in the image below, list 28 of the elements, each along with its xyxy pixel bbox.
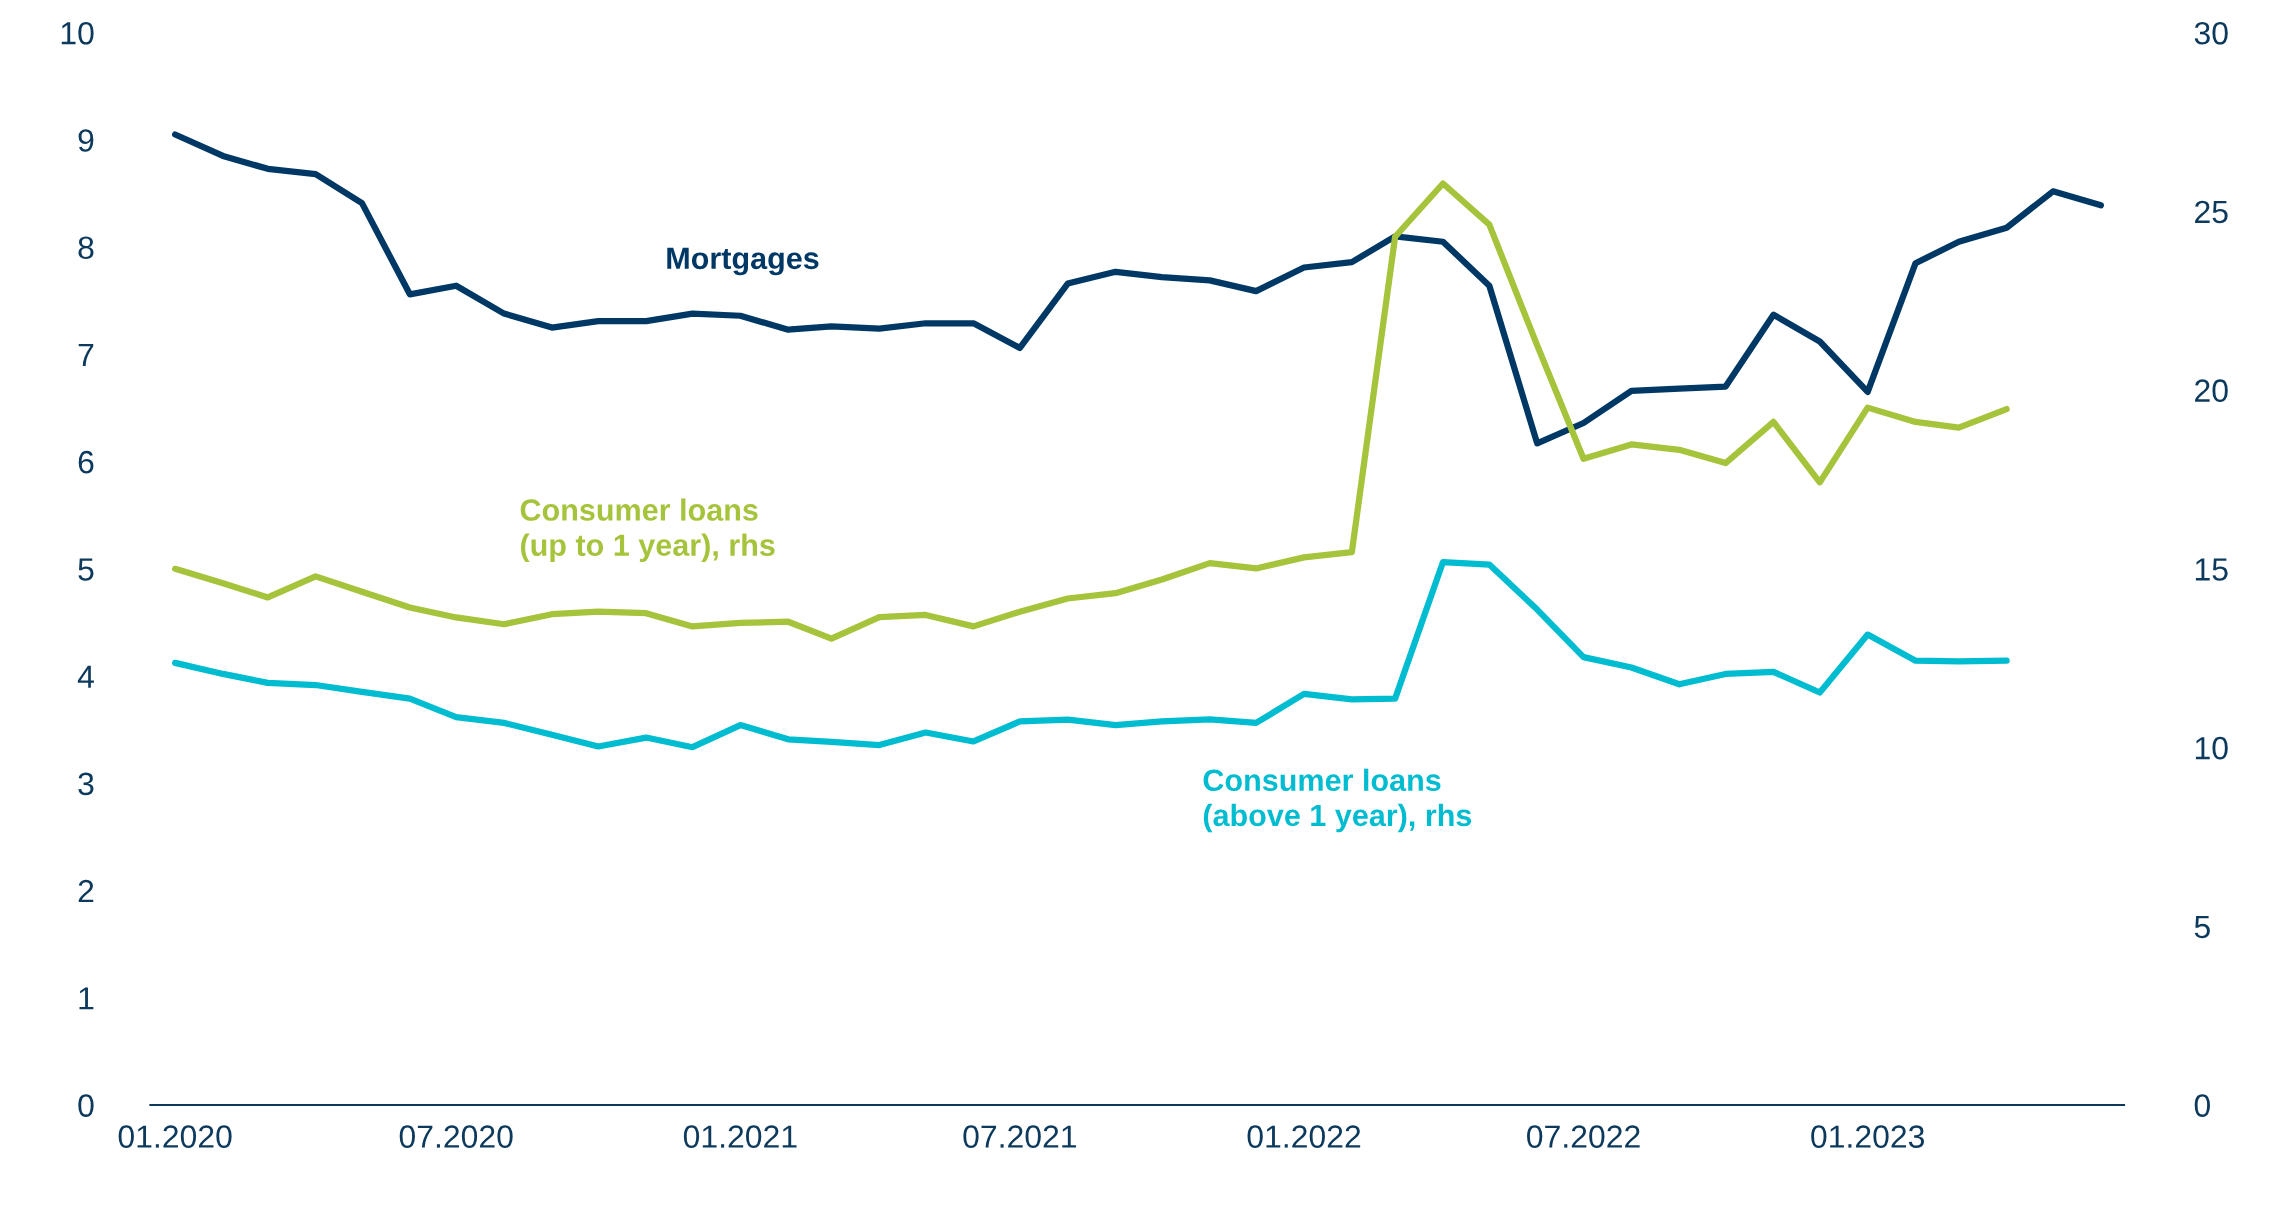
x-tick-label: 07.2022 — [1527, 1125, 1640, 1148]
x-tick-label: 01.2021 — [683, 1125, 797, 1148]
y-tick-label: 1 — [79, 987, 94, 1010]
y-tick-label: 10 — [61, 21, 94, 45]
x-tick-label: 01.2020 — [118, 1125, 232, 1148]
y-tick-label: 3 — [78, 772, 94, 796]
x-tick-label: 01.2023 — [1811, 1125, 1925, 1148]
y-tick-label: 4 — [77, 665, 94, 688]
series-label: Consumer loans (above 1 year), rhs — [1203, 768, 1472, 833]
y2-tick-label: 10 — [2195, 736, 2228, 760]
y2-tick-label: 5 — [2194, 915, 2210, 939]
y2-tick-label: 20 — [2195, 379, 2228, 402]
x-tick-label: 07.2020 — [399, 1125, 513, 1148]
y-tick-label: 9 — [78, 129, 94, 152]
series-label: Consumer loans (up to 1 year), rhs — [520, 498, 775, 563]
y2-tick-label: 0 — [2194, 1094, 2210, 1117]
y-tick-label: 5 — [78, 558, 94, 581]
y-tick-label: 0 — [78, 1094, 94, 1117]
y-tick-label: 7 — [78, 343, 94, 366]
x-tick-label: 01.2022 — [1247, 1125, 1361, 1148]
y-tick-label: 6 — [78, 450, 94, 474]
y-tick-label: 2 — [78, 879, 94, 903]
y2-tick-label: 30 — [2194, 21, 2228, 45]
y2-tick-label: 15 — [2195, 558, 2228, 581]
series-label: Mortgages — [667, 247, 819, 276]
x-tick-label: 07.2021 — [963, 1125, 1077, 1148]
y2-tick-label: 25 — [2195, 200, 2228, 224]
y-tick-label: 8 — [78, 236, 94, 260]
